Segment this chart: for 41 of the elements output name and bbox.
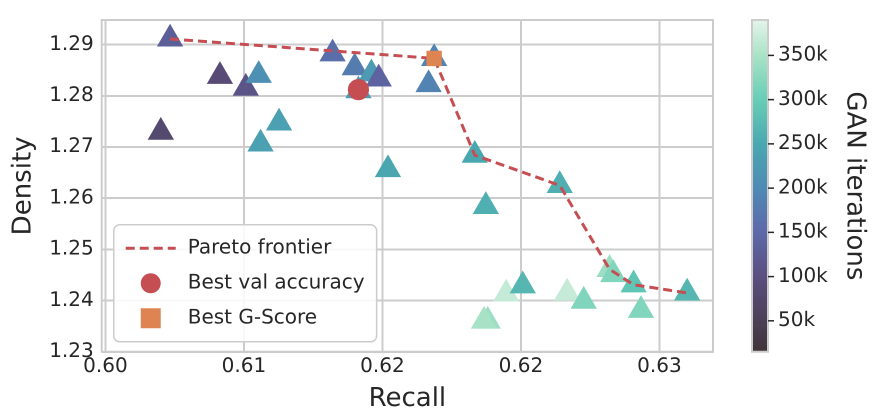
y-tick-label: 1.27 (49, 133, 94, 158)
color-bar-label: 150k (778, 218, 828, 243)
y-tick-label: 1.24 (49, 286, 94, 311)
point (266, 108, 292, 131)
color-bar-label: 250k (778, 130, 828, 154)
x-tick-label: 0.62 (498, 353, 544, 378)
point (366, 64, 392, 86)
point (207, 62, 233, 84)
point (248, 129, 274, 152)
color-bar-label: 50k (778, 307, 816, 332)
point (674, 278, 700, 301)
legend-label: Pareto frontier (188, 234, 332, 259)
x-tick-label: 0.61 (222, 353, 266, 378)
color-bar-label: 200k (778, 174, 828, 198)
point (246, 60, 272, 83)
x-tick-label: 0.63 (637, 353, 682, 378)
color-bar-label: 100k (778, 262, 828, 287)
y-tick-label: 1.28 (49, 82, 94, 106)
x-axis-title: Recall (368, 383, 446, 414)
point (493, 279, 519, 302)
point (571, 286, 596, 309)
y-tick-label: 1.26 (49, 184, 94, 208)
point (628, 296, 654, 318)
point (320, 39, 346, 62)
color-bar-label: 350k (778, 42, 828, 66)
y-tick-label: 1.25 (49, 236, 94, 260)
point (510, 271, 536, 294)
point (375, 154, 401, 178)
legend-label: Best val accuracy (188, 270, 365, 294)
point (554, 278, 580, 301)
color-bar-label: 300k (778, 86, 828, 110)
point (416, 70, 442, 92)
x-tick-label: 0.62 (360, 353, 405, 378)
point (148, 118, 174, 140)
legend-label: Best G-Score (188, 304, 318, 329)
y-tick-label: 1.29 (49, 30, 94, 55)
y-axis-title: Density (7, 136, 38, 236)
point (471, 306, 497, 329)
point (233, 74, 258, 96)
point (473, 192, 499, 214)
color-bar-title: GAN iterations (840, 91, 870, 280)
